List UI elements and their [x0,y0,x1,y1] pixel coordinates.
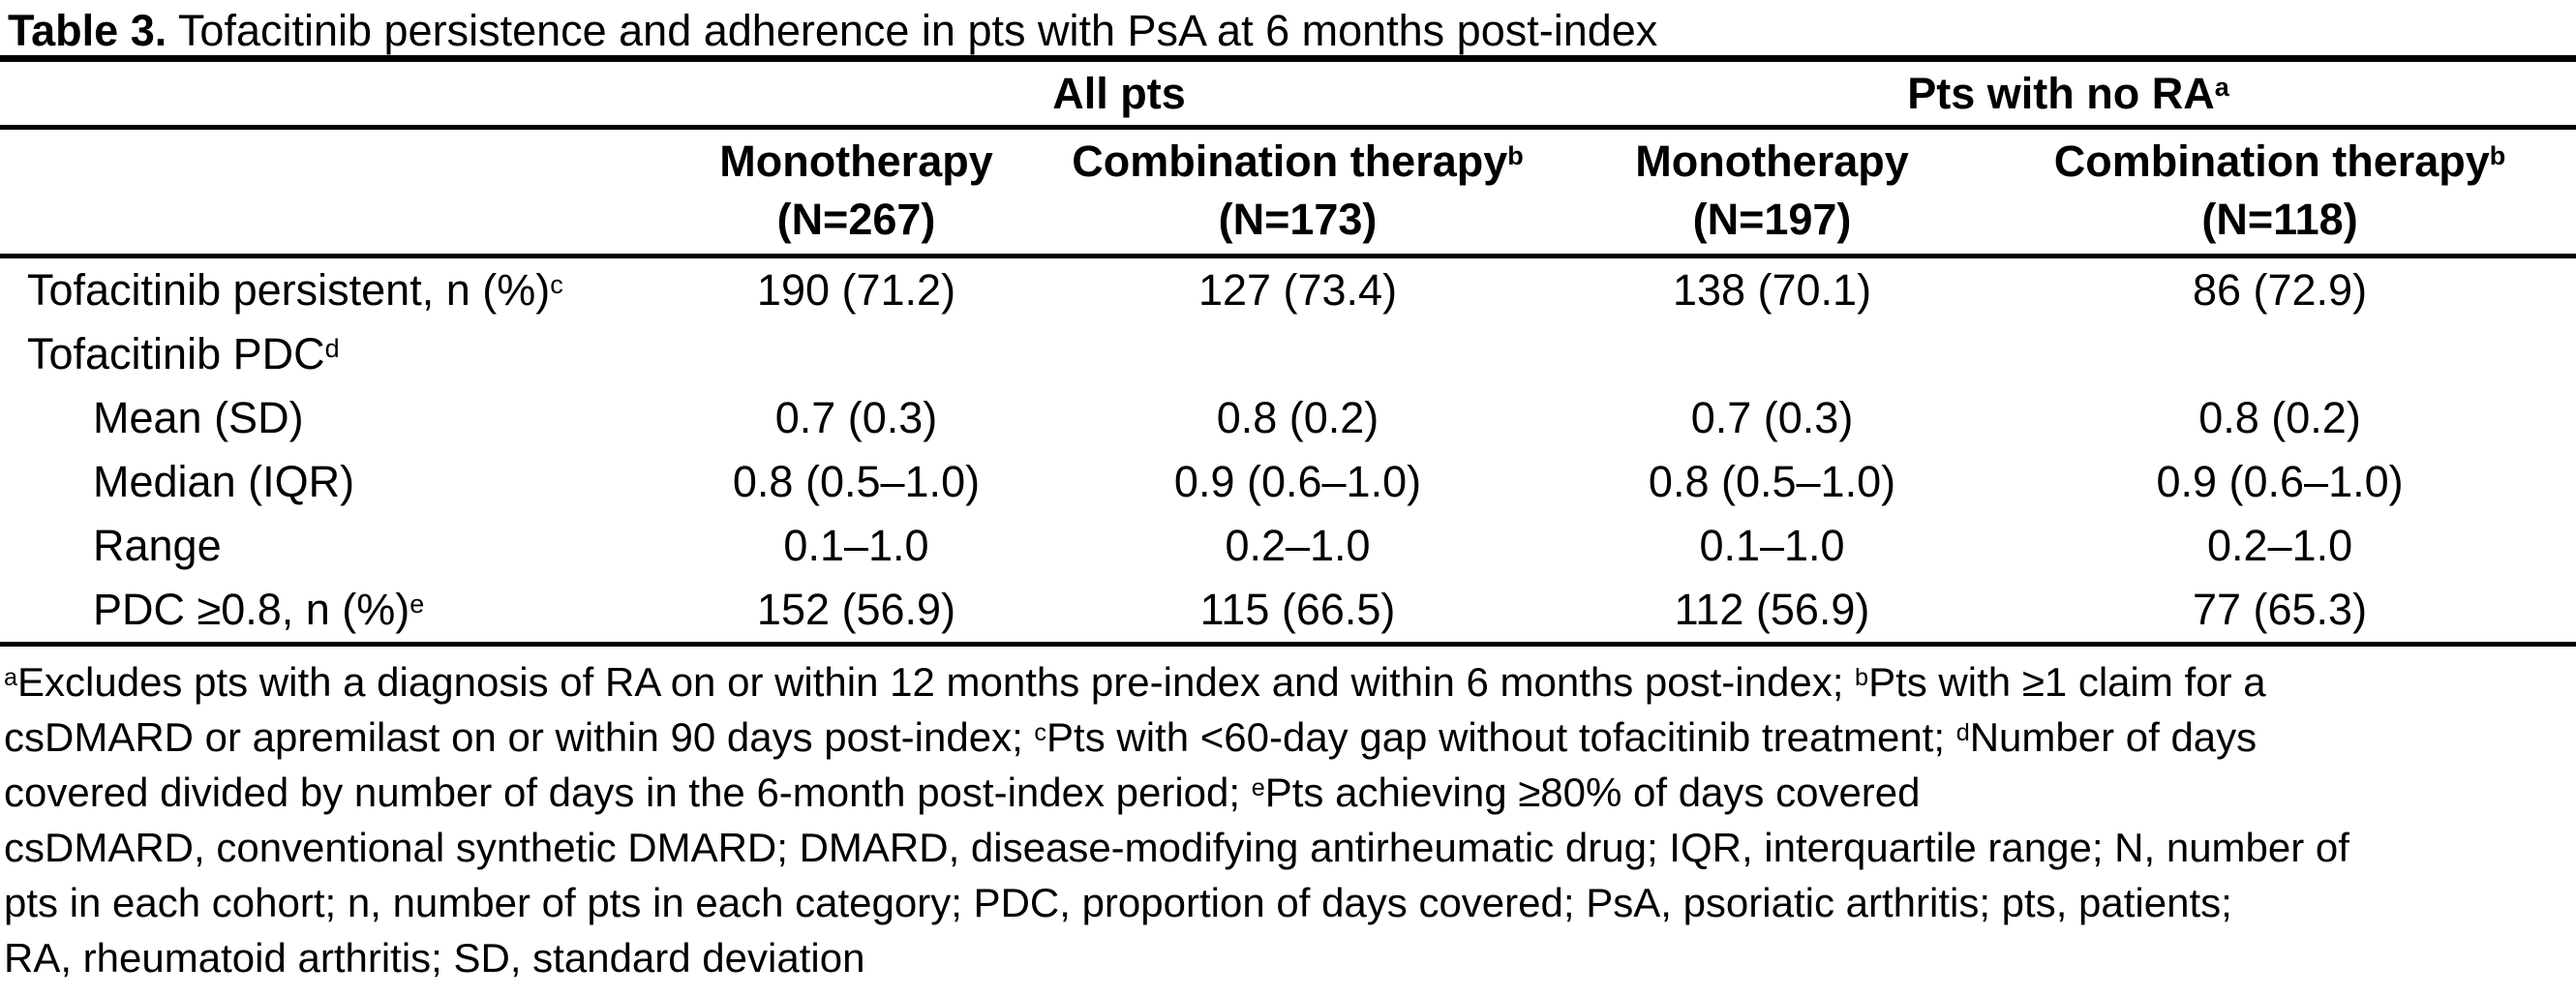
row-value: 77 (65.3) [2192,585,2368,634]
group-header-all-pts: All pts [678,58,1561,130]
page-title: Table 3. Tofacitinib persistence and adh… [8,6,2576,55]
group-header-row: All pts Pts with no RAa [0,58,2576,130]
row-value: 0.8 (0.2) [2198,393,2361,442]
row-value: 0.2–1.0 [2206,521,2353,570]
row-value: 86 (72.9) [2192,265,2368,315]
row-label: Tofacitinib persistent, n (%)c [27,265,563,315]
cohort-size: (N=173) [1218,195,1378,244]
table-row: Range 0.1–1.0 0.2–1.0 0.1–1.0 0.2–1.0 [0,514,2576,578]
row-value: 0.2–1.0 [1225,521,1371,570]
row-value [1035,322,1561,386]
column-header-row: Monotherapy (N=267) Combination therapyb… [0,127,2576,258]
row-value: 152 (56.9) [756,585,956,634]
table-row: Tofacitinib PDCd [0,322,2576,386]
title-text: Tofacitinib persistence and adherence in… [167,6,1658,55]
footnote-line: pts in each cohort; n, number of pts in … [4,880,2232,925]
cohort-size: (N=267) [776,195,936,244]
therapy-name: Combination therapyb [1072,136,1524,186]
row-label: Tofacitinib PDCd [27,329,340,378]
column-header-mono-nora: Monotherapy (N=197) [1561,127,1985,258]
therapy-name: Combination therapyb [2053,136,2506,186]
header-spacer [0,58,678,130]
row-value: 0.8 (0.5–1.0) [1648,457,1896,506]
row-label: Mean (SD) [93,393,304,442]
therapy-name: Monotherapy [719,136,993,186]
row-value: 0.8 (0.5–1.0) [732,457,981,506]
row-value: 0.9 (0.6–1.0) [2156,457,2404,506]
row-value: 0.1–1.0 [783,521,929,570]
row-value [1984,322,2576,386]
table-body: Tofacitinib persistent, n (%)c 190 (71.2… [0,257,2576,645]
title-label: Table 3. [8,6,167,55]
row-value: 138 (70.1) [1672,265,1872,315]
cohort-size: (N=197) [1692,195,1852,244]
header-spacer [0,127,678,258]
row-value: 0.9 (0.6–1.0) [1173,457,1422,506]
table-row: Tofacitinib persistent, n (%)c 190 (71.2… [0,257,2576,323]
footnote-line: covered divided by number of days in the… [4,770,1921,815]
results-table: All pts Pts with no RAa Monotherapy (N=2… [0,55,2576,647]
row-label: Range [93,521,222,570]
footnote-line: RA, rheumatoid arthritis; SD, standard d… [4,935,865,981]
footnote-line: csDMARD, conventional synthetic DMARD; D… [4,825,2349,870]
row-value: 0.8 (0.2) [1216,393,1379,442]
table-row: Mean (SD) 0.7 (0.3) 0.8 (0.2) 0.7 (0.3) … [0,386,2576,450]
row-value [1561,322,1984,386]
row-value: 0.7 (0.3) [1690,393,1854,442]
row-label: PDC ≥0.8, n (%)e [93,585,425,634]
footnotes: aExcludes pts with a diagnosis of RA on … [4,654,2576,985]
therapy-name: Monotherapy [1635,136,1909,186]
row-value: 190 (71.2) [756,265,956,315]
row-value: 112 (56.9) [1674,585,1870,634]
footnote-line: csDMARD or apremilast on or within 90 da… [4,714,2258,760]
group-header-no-ra: Pts with no RAa [1561,58,2576,130]
row-value: 0.7 (0.3) [774,393,938,442]
table-row: PDC ≥0.8, n (%)e 152 (56.9) 115 (66.5) 1… [0,578,2576,645]
table-row: Median (IQR) 0.8 (0.5–1.0) 0.9 (0.6–1.0)… [0,450,2576,514]
row-label: Median (IQR) [93,457,355,506]
row-value [678,322,1035,386]
row-value: 127 (73.4) [1197,265,1398,315]
row-value: 0.1–1.0 [1699,521,1845,570]
column-header-combo-nora: Combination therapyb (N=118) [1984,127,2576,258]
row-value: 115 (66.5) [1199,585,1396,634]
column-header-combo-all: Combination therapyb (N=173) [1035,127,1561,258]
footnote-line: aExcludes pts with a diagnosis of RA on … [4,659,2266,705]
column-header-mono-all: Monotherapy (N=267) [678,127,1035,258]
cohort-size: (N=118) [2201,195,2358,244]
